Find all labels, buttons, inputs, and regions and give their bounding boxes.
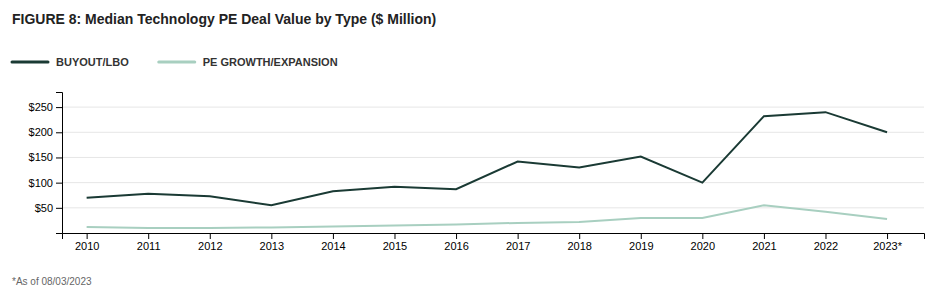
x-tick-mark <box>87 233 88 239</box>
y-tick-mark <box>56 157 62 158</box>
x-tick-label: 2023* <box>873 240 902 252</box>
x-tick-label: 2018 <box>567 240 591 252</box>
x-tick-label: 2020 <box>691 240 715 252</box>
x-tick-label: 2011 <box>137 240 161 252</box>
x-tick-label: 2013 <box>260 240 284 252</box>
x-tick: 2020 <box>691 233 715 252</box>
grid-line <box>62 132 924 133</box>
chart: FIGURE 8: Median Technology PE Deal Valu… <box>0 0 944 295</box>
legend-swatch <box>159 61 195 64</box>
legend-swatch <box>12 61 48 64</box>
x-tick-mark <box>456 233 457 239</box>
x-tick-mark <box>271 233 272 239</box>
x-axis: 2010 2011 2012 2013 2014 2015 2016 2017 2018 2019… <box>63 233 925 252</box>
x-tick-mark <box>887 233 888 239</box>
x-tick-mark <box>518 233 519 239</box>
y-axis: $50 $100 $150 $200 $250 <box>29 93 63 234</box>
legend-label: BUYOUT/LBO <box>56 56 129 68</box>
x-tick: 2010 <box>75 233 99 252</box>
x-tick-mark <box>764 233 765 239</box>
x-tick-label: 2019 <box>629 240 653 252</box>
x-axis-line <box>63 234 925 240</box>
y-tick: $250 <box>29 101 62 113</box>
y-tick: $100 <box>29 177 62 189</box>
series-line <box>87 205 887 228</box>
x-tick: 2015 <box>383 233 407 252</box>
x-tick: 2019 <box>629 233 653 252</box>
x-tick-mark <box>641 233 642 239</box>
legend-label: PE GROWTH/EXPANSION <box>203 56 338 68</box>
x-tick: 2021 <box>752 233 776 252</box>
x-tick: 2016 <box>444 233 468 252</box>
y-tick-mark <box>56 208 62 209</box>
x-tick-label: 2022 <box>814 240 838 252</box>
x-tick-label: 2010 <box>75 240 99 252</box>
x-tick: 2012 <box>198 233 222 252</box>
x-tick-label: 2014 <box>321 240 345 252</box>
x-tick: 2018 <box>567 233 591 252</box>
x-tick: 2022 <box>814 233 838 252</box>
y-tick-mark <box>56 132 62 133</box>
series-line <box>87 112 887 205</box>
x-tick-label: 2021 <box>752 240 776 252</box>
legend-item: PE GROWTH/EXPANSION <box>159 56 338 68</box>
y-tick-label: $250 <box>29 101 53 113</box>
y-tick-label: $50 <box>35 202 53 214</box>
legend: BUYOUT/LBO PE GROWTH/EXPANSION <box>12 56 338 68</box>
x-tick-label: 2017 <box>506 240 530 252</box>
grid-line <box>62 157 924 158</box>
x-tick-label: 2015 <box>383 240 407 252</box>
x-tick: 2014 <box>321 233 345 252</box>
y-tick: $200 <box>29 126 62 138</box>
x-tick: 2023* <box>873 233 902 252</box>
y-tick-label: $200 <box>29 126 53 138</box>
y-tick-label: $100 <box>29 177 53 189</box>
legend-item: BUYOUT/LBO <box>12 56 129 68</box>
footnote: *As of 08/03/2023 <box>12 276 92 287</box>
x-tick-mark <box>210 233 211 239</box>
x-tick: 2013 <box>260 233 284 252</box>
y-axis-line <box>56 93 63 234</box>
plot: 2010 2011 2012 2013 2014 2015 2016 2017 2018 2019… <box>29 93 925 252</box>
x-tick-mark <box>702 233 703 239</box>
x-tick-mark <box>333 233 334 239</box>
x-tick: 2017 <box>506 233 530 252</box>
grid-line <box>62 182 924 183</box>
x-tick-label: 2016 <box>444 240 468 252</box>
grid <box>62 107 924 208</box>
y-tick-label: $150 <box>29 151 53 163</box>
y-tick-mark <box>56 107 62 108</box>
x-tick: 2011 <box>137 233 161 252</box>
x-tick-mark <box>825 233 826 239</box>
y-tick: $50 <box>35 202 62 214</box>
x-tick-mark <box>579 233 580 239</box>
y-tick: $150 <box>29 151 62 163</box>
title: FIGURE 8: Median Technology PE Deal Valu… <box>12 11 436 27</box>
y-tick-mark <box>56 183 62 184</box>
lines <box>87 112 887 228</box>
x-tick-mark <box>148 233 149 239</box>
x-tick-label: 2012 <box>198 240 222 252</box>
grid-line <box>62 107 924 108</box>
x-tick-mark <box>394 233 395 239</box>
